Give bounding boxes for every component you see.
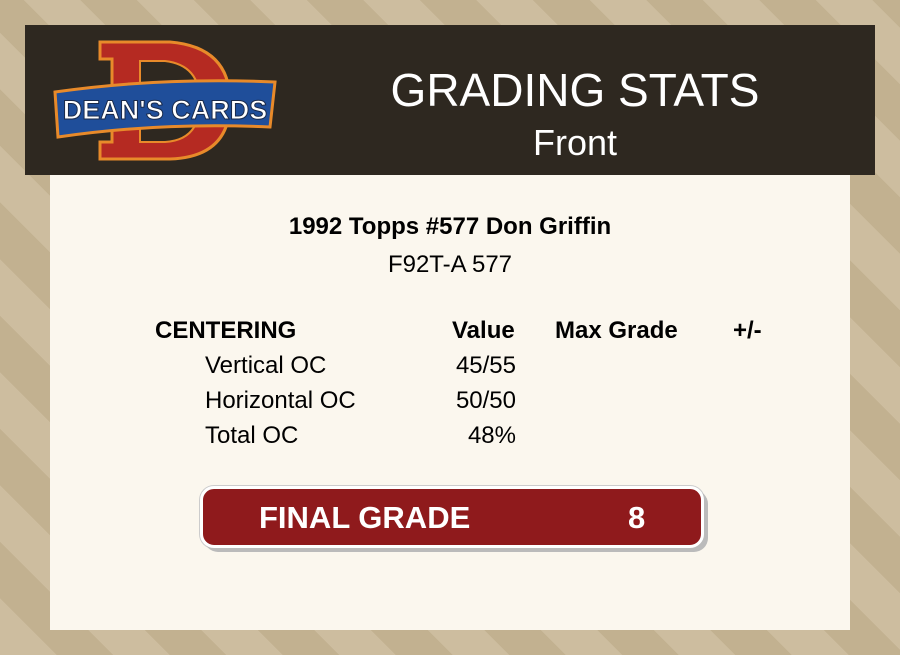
row-value: 48% (467, 422, 516, 449)
header-value: Value (452, 317, 515, 344)
header-diff: +/- (733, 317, 762, 344)
stats-panel: 1992 Topps #577 Don Griffin F92T-A 577 C… (50, 175, 850, 630)
logo-text: DEAN'S CARDS (63, 95, 267, 125)
card-code: F92T-A 577 (387, 251, 513, 278)
header-max-grade: Max Grade (555, 317, 678, 344)
row-label: Total OC (205, 422, 299, 449)
final-grade-label: FINAL GRADE (259, 500, 471, 535)
row-value: 50/50 (455, 387, 516, 414)
row-value: 45/55 (455, 352, 516, 379)
final-grade-banner: FINAL GRADE 8 (200, 486, 704, 548)
page-subtitle: Front (532, 122, 618, 163)
row-label: Horizontal OC (205, 387, 356, 414)
row-label: Vertical OC (205, 352, 327, 379)
header: DEAN'S CARDS GRADING STATS Front (25, 25, 875, 175)
header-centering: CENTERING (155, 317, 297, 344)
page-title: GRADING STATS (390, 64, 760, 116)
deans-cards-logo: DEAN'S CARDS (53, 40, 277, 161)
final-grade-value: 8 (628, 500, 646, 535)
card-name: 1992 Topps #577 Don Griffin (288, 213, 612, 240)
